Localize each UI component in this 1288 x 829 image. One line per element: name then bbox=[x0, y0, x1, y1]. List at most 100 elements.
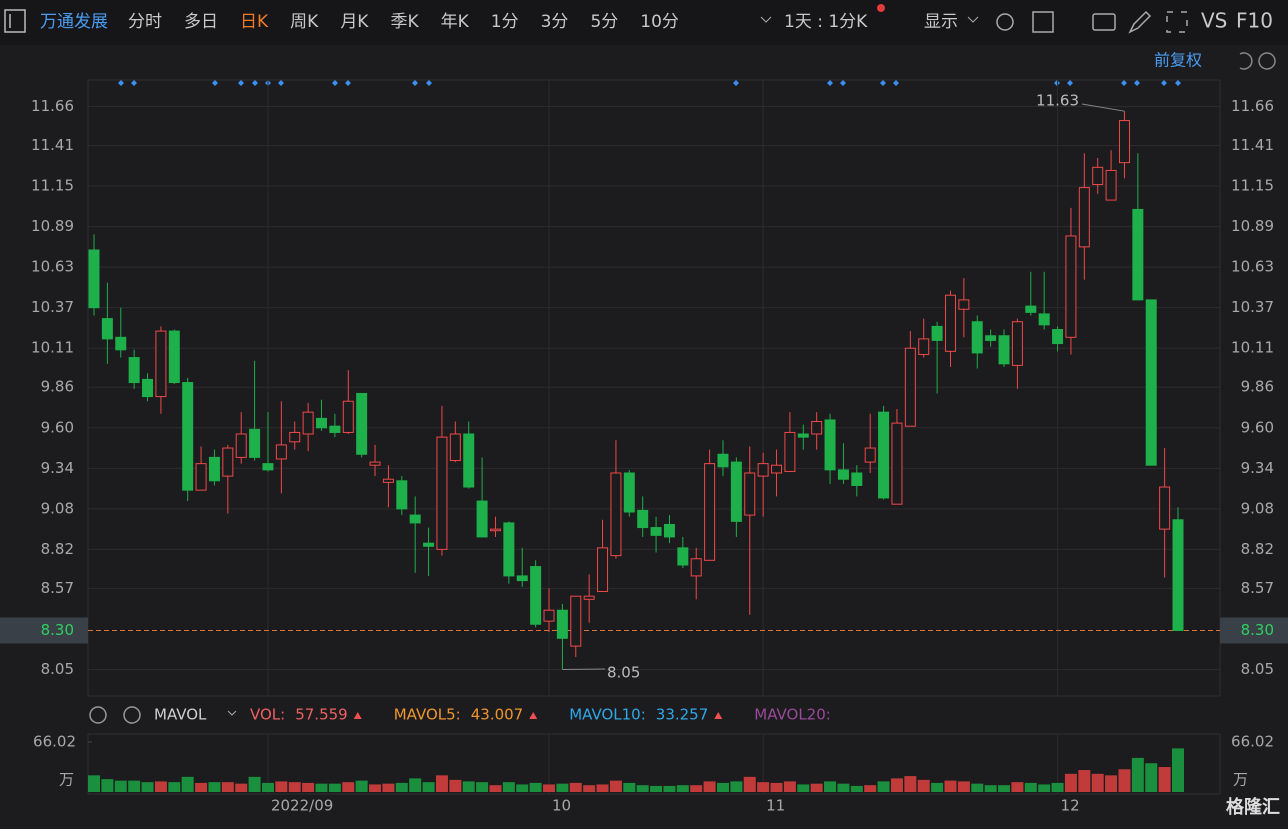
tab[interactable]: 周K bbox=[290, 12, 319, 32]
volume-bar bbox=[221, 782, 234, 792]
volume-bar bbox=[409, 778, 422, 792]
volume-bar bbox=[743, 776, 756, 792]
chart-background bbox=[0, 45, 1288, 829]
candle-body bbox=[449, 433, 461, 462]
high-pointer bbox=[1081, 103, 1125, 112]
stock-name[interactable]: 万通发展 bbox=[40, 12, 108, 32]
camera-icon[interactable] bbox=[1092, 13, 1116, 31]
tab[interactable]: 分时 bbox=[128, 12, 162, 32]
high-label: 11.63 bbox=[1036, 92, 1079, 110]
y-tick-label: 11.66 bbox=[31, 97, 74, 115]
draw-icon[interactable] bbox=[1128, 10, 1152, 34]
volume-bar bbox=[757, 782, 770, 792]
volume-bar bbox=[810, 783, 823, 792]
indicator-settings-icon[interactable] bbox=[89, 706, 107, 724]
volume-bar bbox=[716, 782, 729, 792]
candle-body bbox=[637, 509, 649, 529]
legend-arrow bbox=[353, 712, 362, 719]
menu-icon[interactable] bbox=[4, 9, 26, 33]
tab[interactable]: 季K bbox=[390, 12, 419, 32]
fullscreen-icon[interactable] bbox=[1166, 11, 1188, 33]
tab[interactable]: 10分 bbox=[640, 12, 679, 32]
volume-bar bbox=[837, 783, 850, 792]
y-tick-label: 10.89 bbox=[31, 217, 74, 235]
layout-icon[interactable] bbox=[1032, 11, 1054, 33]
candle-body bbox=[944, 294, 956, 352]
vs-button[interactable]: VS bbox=[1201, 9, 1227, 33]
y-tick-label-right: 8.82 bbox=[1241, 540, 1274, 558]
y-tick-label-right: 11.41 bbox=[1231, 136, 1274, 154]
volume-bar bbox=[529, 782, 542, 792]
y-tick-label: 11.41 bbox=[31, 136, 74, 154]
candle-body bbox=[316, 417, 328, 429]
legend-label: VOL: bbox=[250, 706, 285, 724]
volume-bar bbox=[1145, 763, 1158, 792]
volume-bar bbox=[783, 781, 796, 792]
legend-label: MAVOL20: bbox=[754, 706, 831, 724]
dropdown-icon[interactable] bbox=[967, 16, 979, 23]
adjust-button[interactable]: 前复权 bbox=[1154, 51, 1202, 70]
candle-body bbox=[797, 433, 809, 438]
volume-bar bbox=[489, 785, 502, 792]
volume-bar bbox=[342, 782, 355, 792]
tab[interactable]: 月K bbox=[340, 12, 369, 32]
candle-body bbox=[1052, 329, 1064, 345]
tab[interactable]: 年K bbox=[441, 12, 470, 32]
volume-bar bbox=[917, 779, 930, 792]
tab[interactable]: 日K bbox=[240, 12, 269, 32]
candle-body bbox=[436, 436, 448, 550]
candle-body bbox=[409, 514, 421, 524]
y-tick-label: 9.08 bbox=[41, 499, 74, 517]
volume-bar bbox=[596, 784, 609, 792]
candle-body bbox=[971, 321, 983, 354]
notify-dot bbox=[877, 4, 885, 12]
dropdown-icon[interactable] bbox=[760, 16, 772, 23]
tab[interactable]: 多日 bbox=[184, 12, 218, 32]
dropdown-icon[interactable] bbox=[227, 710, 237, 716]
reset-icon[interactable] bbox=[1239, 52, 1253, 70]
candle-body bbox=[275, 444, 287, 460]
volume-bar bbox=[636, 785, 649, 792]
display-menu[interactable]: 显示 bbox=[924, 12, 958, 32]
settings-icon[interactable] bbox=[996, 13, 1014, 31]
candle-body bbox=[918, 338, 930, 355]
volume-bar bbox=[676, 785, 689, 792]
zoom-out-icon[interactable] bbox=[1258, 52, 1276, 70]
f10-button[interactable]: F10 bbox=[1236, 9, 1273, 33]
volume-bar bbox=[904, 776, 917, 792]
volume-bar bbox=[449, 779, 462, 792]
volume-bar bbox=[88, 775, 100, 792]
volume-bar bbox=[850, 785, 863, 792]
candle-body bbox=[503, 522, 515, 577]
volume-bar bbox=[690, 785, 703, 792]
volume-bar bbox=[422, 782, 435, 792]
candle-body bbox=[556, 609, 568, 639]
volume-bar bbox=[1091, 773, 1104, 792]
candle-body bbox=[1092, 166, 1104, 185]
tab[interactable]: 3分 bbox=[541, 12, 569, 32]
volume-bar bbox=[369, 784, 382, 792]
vol-tick-label: 66.02 bbox=[33, 733, 76, 751]
candle-body bbox=[489, 528, 501, 532]
y-tick-label: 8.05 bbox=[41, 660, 74, 678]
y-tick-label-right: 8.57 bbox=[1241, 579, 1274, 597]
tab[interactable]: 1分 bbox=[491, 12, 519, 32]
volume-bar bbox=[476, 782, 489, 792]
volume-bar bbox=[195, 782, 208, 792]
candle-body bbox=[115, 336, 127, 351]
candle-body bbox=[931, 325, 943, 341]
volume-bar bbox=[382, 783, 395, 792]
x-tick-label: 10 bbox=[552, 797, 571, 815]
volume-bar bbox=[1064, 773, 1077, 792]
legend-arrow bbox=[529, 712, 538, 719]
indicator-close-icon[interactable] bbox=[123, 706, 141, 724]
candle-body bbox=[864, 447, 876, 463]
y-tick-label-right: 9.34 bbox=[1241, 459, 1274, 477]
period-selector[interactable]: 1天 : 1分K bbox=[784, 12, 868, 32]
volume-bar bbox=[583, 785, 596, 792]
indicator-name[interactable]: MAVOL bbox=[154, 706, 207, 724]
candle-body bbox=[382, 478, 394, 483]
tab[interactable]: 5分 bbox=[590, 12, 618, 32]
candle-body bbox=[570, 595, 582, 647]
